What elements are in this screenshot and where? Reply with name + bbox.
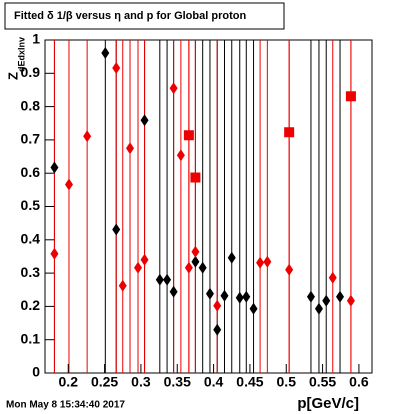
y-axis-label: Z [5, 72, 20, 80]
x-tick-label: 0.3 [131, 374, 151, 390]
x-axis-label: p[GeV/c] [297, 395, 359, 412]
timestamp: Mon May 8 15:34:40 2017 [6, 400, 125, 411]
point [242, 290, 251, 303]
y-tick-label: 0.8 [21, 97, 41, 113]
point [284, 127, 295, 138]
y-tick-label: 0.3 [21, 264, 41, 280]
point [112, 223, 121, 236]
point [184, 261, 193, 274]
y-tick-label: 0.1 [21, 330, 41, 346]
point [213, 323, 222, 336]
x-tick-label: 0.35 [164, 374, 191, 390]
plot-area: 0 0.1 0.2 0.3 0.4 0.5 0.6 0.7 0.8 0.9 1 0.2 0.25 0.3 0… [21, 31, 373, 390]
point [140, 114, 149, 127]
point [118, 279, 127, 292]
point [213, 299, 222, 312]
point [346, 294, 355, 307]
y-tick-label: 0.4 [21, 231, 41, 247]
point [235, 291, 244, 304]
point [227, 251, 236, 264]
point [345, 91, 356, 102]
point [322, 294, 331, 307]
y-tick-label: 0.7 [21, 131, 41, 147]
point [198, 261, 207, 274]
point [336, 290, 345, 303]
point [220, 289, 229, 302]
point [285, 263, 294, 276]
point [140, 253, 149, 266]
point [263, 255, 272, 268]
point [155, 273, 164, 286]
title-box [4, 2, 285, 30]
point [163, 273, 172, 286]
point [134, 261, 143, 274]
point [176, 149, 185, 162]
x-tick-label: 0.25 [91, 374, 118, 390]
y-tick-label: 0 [32, 364, 40, 380]
point [306, 290, 315, 303]
point [191, 245, 200, 258]
y-tick-label: 0.5 [21, 197, 41, 213]
y-axis-label-subscript: dEdxInv [16, 37, 26, 72]
chart-title: Fitted δ 1/β versus η and p for Global p… [14, 10, 246, 22]
point [101, 46, 110, 59]
x-tick-label: 0.45 [236, 374, 263, 390]
point [256, 256, 265, 269]
point [169, 285, 178, 298]
point [328, 271, 337, 284]
x-tick-label: 0.6 [349, 374, 369, 390]
point [126, 142, 135, 155]
point [190, 172, 201, 183]
y-tick-label: 0.9 [21, 64, 41, 80]
y-tick-label: 1 [32, 31, 40, 47]
y-tick-label: 0.2 [21, 297, 41, 313]
x-tick-label: 0.55 [309, 374, 336, 390]
point [183, 130, 194, 141]
plot-frame [44, 39, 373, 374]
point [50, 247, 59, 260]
x-tick-label: 0.2 [59, 374, 79, 390]
point [314, 302, 323, 315]
point [112, 61, 121, 74]
x-tick-label: 0.5 [277, 374, 297, 390]
y-axis-label-group: Z dEdxInv [5, 37, 26, 80]
point [249, 302, 258, 315]
point [205, 287, 214, 300]
point [169, 82, 178, 95]
point [64, 178, 73, 191]
y-tick-label: 0.6 [21, 164, 41, 180]
point [50, 161, 59, 174]
point [191, 255, 200, 268]
x-tick-label: 0.4 [204, 374, 224, 390]
point [83, 130, 92, 143]
